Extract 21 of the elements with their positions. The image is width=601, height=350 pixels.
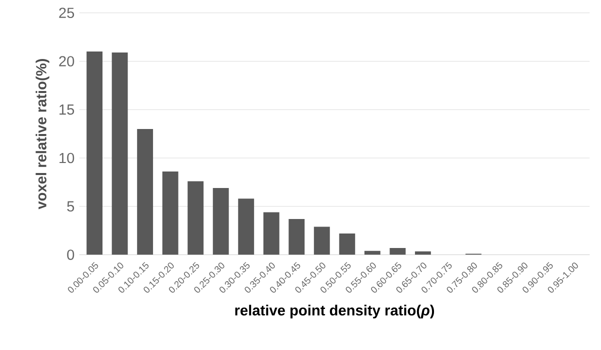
y-tick-label: 5 [67,201,74,212]
x-axis-title: relative point density ratio(ρ) [235,304,434,318]
bar [238,198,254,255]
bar [137,128,154,255]
bar [390,248,406,255]
bar [339,233,356,255]
y-tick-label: 10 [60,152,74,164]
bar [86,52,103,255]
bar [263,212,280,255]
bar [212,188,229,255]
bar [364,250,380,255]
y-tick-label: 20 [59,56,74,66]
bar [188,181,204,255]
bar [288,218,305,255]
y-axis-title: voxel relative ratio(%) [36,59,50,210]
y-tick-label: 0 [67,250,74,260]
y-tick-label: 15 [60,104,74,115]
bar [162,172,178,255]
bar [314,226,330,255]
y-tick-label: 25 [59,8,74,18]
bar [112,52,128,255]
